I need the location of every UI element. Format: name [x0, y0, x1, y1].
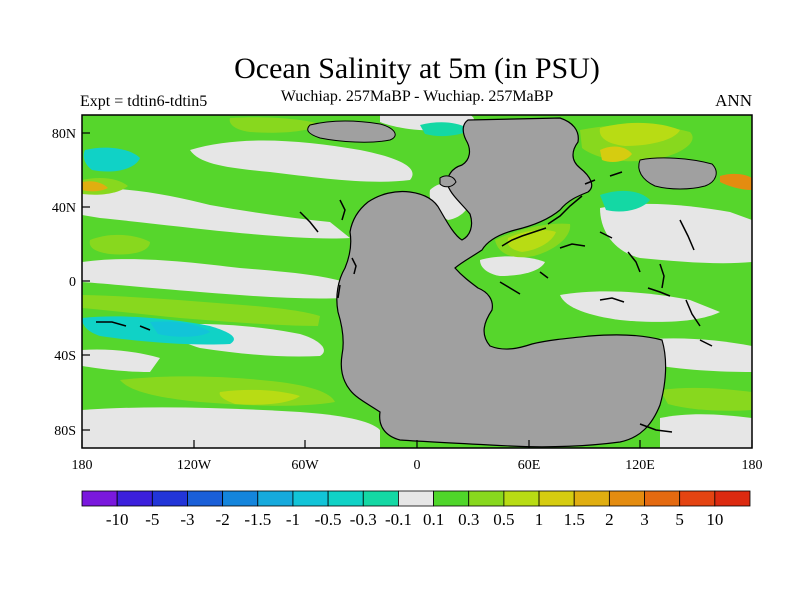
- x-tick-label: 180: [742, 458, 763, 473]
- colorbar-swatch: [573, 490, 610, 507]
- yellow-green-band: [219, 389, 300, 405]
- colorbar-swatch: [398, 490, 434, 507]
- island: [307, 120, 396, 143]
- neutral-zone: [640, 338, 752, 372]
- colorbar-label: 3: [640, 510, 649, 529]
- y-tick-label: 0: [69, 275, 76, 290]
- map-title: Ocean Salinity at 5m (in PSU): [234, 52, 600, 85]
- colorbar-swatch: [222, 490, 259, 507]
- x-tick-label: 0: [414, 458, 421, 473]
- cyan-anomaly: [420, 122, 470, 137]
- neutral-zone: [660, 414, 752, 448]
- map-field: [82, 115, 752, 448]
- colorbar-label: 0.3: [458, 510, 479, 529]
- colorbar-label: 1: [535, 510, 544, 529]
- neutral-zone: [82, 259, 345, 299]
- colorbar-label: -1: [286, 510, 300, 529]
- light-green-band: [229, 117, 320, 133]
- neutral-zone: [82, 407, 380, 448]
- colorbar-swatch: [151, 490, 188, 507]
- colorbar-swatch: [327, 490, 364, 507]
- y-tick-label: 40S: [54, 349, 76, 364]
- colorbar: [81, 490, 751, 507]
- colorbar-swatch: [468, 490, 505, 507]
- y-tick-label: 80N: [52, 127, 76, 142]
- x-tick-label: 120E: [625, 458, 655, 473]
- neutral-zone: [82, 349, 160, 372]
- colorbar-swatch: [503, 490, 540, 507]
- colorbar-swatch: [116, 490, 153, 507]
- colorbar-swatch: [679, 490, 716, 507]
- colorbar-swatch: [81, 490, 118, 507]
- colorbar-swatch: [187, 490, 224, 507]
- cyan-anomaly: [150, 321, 210, 337]
- colorbar-swatch: [292, 490, 329, 507]
- x-tick-label: 180: [72, 458, 93, 473]
- colorbar-labels: -10 -5 -3 -2 -1.5 -1 -0.5 -0.3 -0.1 0.1 0.3 0.5 1 1.5…: [106, 510, 724, 529]
- colorbar-swatch: [608, 490, 645, 507]
- colorbar-label: -1.5: [244, 510, 271, 529]
- light-green-band: [660, 387, 752, 411]
- cyan-anomaly: [600, 190, 650, 212]
- colorbar-swatch: [714, 490, 751, 507]
- x-tick-label: 60E: [518, 458, 541, 473]
- neutral-zone: [82, 188, 350, 239]
- colorbar-label: 0.5: [493, 510, 514, 529]
- light-green-band: [89, 234, 150, 255]
- light-green-band: [82, 295, 320, 326]
- yellow-spot: [600, 146, 632, 162]
- x-tick-label: 60W: [291, 458, 319, 473]
- colorbar-swatch: [433, 490, 470, 507]
- cyan-anomaly: [83, 147, 140, 172]
- colorbar-label: -2: [216, 510, 230, 529]
- colorbar-swatch: [362, 490, 399, 507]
- y-tick-label: 40N: [52, 201, 76, 216]
- colorbar-label: -0.3: [350, 510, 377, 529]
- orange-spot: [82, 181, 108, 192]
- tick-marks: [81, 132, 753, 448]
- colorbar-swatch: [257, 490, 294, 507]
- island: [439, 175, 457, 188]
- colorbar-label: -10: [106, 510, 129, 529]
- x-tick-label: 120W: [177, 458, 212, 473]
- orange-spot: [720, 173, 752, 190]
- colorbar-label: -3: [180, 510, 194, 529]
- colorbar-swatch: [644, 490, 681, 507]
- colorbar-label: -0.1: [385, 510, 412, 529]
- colorbar-label: 2: [605, 510, 614, 529]
- neutral-zone: [560, 291, 720, 322]
- coastlines: [96, 171, 713, 433]
- neutral-zone: [600, 203, 752, 264]
- colorbar-label: 5: [675, 510, 684, 529]
- y-tick-label: 80S: [54, 424, 76, 439]
- yellow-green-band: [599, 122, 680, 146]
- neutral-zone: [190, 140, 413, 182]
- map-subtitle: Wuchiap. 257MaBP - Wuchiap. 257MaBP: [280, 88, 554, 105]
- colorbar-label: 1.5: [564, 510, 585, 529]
- yellow-green-band: [507, 230, 556, 252]
- colorbar-label: -5: [145, 510, 159, 529]
- neutral-zone: [480, 256, 545, 276]
- colorbar-swatch: [538, 490, 575, 507]
- island: [638, 157, 717, 190]
- colorbar-label: -0.5: [315, 510, 342, 529]
- colorbar-label: 10: [706, 510, 723, 529]
- season-label: ANN: [715, 91, 752, 110]
- colorbar-label: 0.1: [423, 510, 444, 529]
- experiment-label: Expt = tdtin6-tdtin5: [80, 93, 208, 110]
- pangea-land: [336, 117, 667, 448]
